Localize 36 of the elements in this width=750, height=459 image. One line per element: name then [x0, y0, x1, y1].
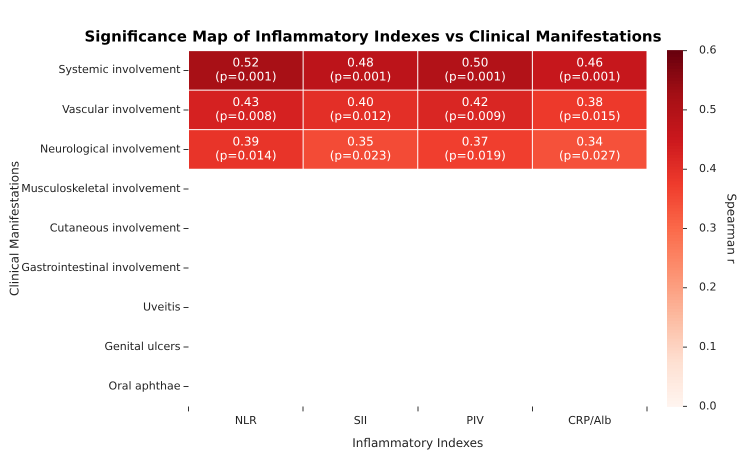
data-label: 0.39 (p=0.014) — [215, 134, 277, 163]
color-bar-label: 0.2 — [699, 280, 716, 294]
x-tick-label: SII — [354, 414, 368, 427]
data-label: 0.48 (p=0.001) — [330, 55, 392, 84]
y-axis-title: Clinical Manifestations — [7, 161, 22, 296]
data-label: 0.42 (p=0.009) — [444, 95, 506, 124]
color-bar-label: 0.0 — [699, 399, 716, 412]
y-tick-label: Cutaneous involvement — [50, 221, 182, 234]
chart-title: Significance Map of Inflammatory Indexes vs Clinical Manifestations — [84, 27, 662, 46]
color-bar-label: 0.6 — [699, 43, 716, 56]
x-tick-label: PIV — [466, 414, 484, 427]
data-label: 0.34 (p=0.027) — [558, 134, 620, 163]
color-bar-label: 0.5 — [699, 102, 716, 116]
y-tick-label: Gastrointestinal involvement — [21, 260, 182, 274]
color-bar-label: 0.3 — [699, 221, 716, 234]
y-tick-label: Vascular involvement — [62, 102, 182, 116]
y-tick-label: Uveitis — [143, 300, 181, 314]
x-axis-title: Inflammatory Indexes — [352, 436, 484, 450]
data-label: 0.46 (p=0.001) — [558, 55, 620, 84]
color-bar-label: 0.4 — [699, 162, 716, 176]
y-tick-label: Neurological involvement — [40, 142, 182, 156]
data-label: 0.37 (p=0.019) — [444, 134, 506, 163]
data-label: 0.52 (p=0.001) — [215, 55, 277, 84]
data-label: 0.38 (p=0.015) — [558, 95, 620, 124]
y-tick-label: Systemic involvement — [58, 63, 182, 76]
data-label: 0.43 (p=0.008) — [215, 95, 277, 124]
y-tick-label: Musculoskeletal involvement — [21, 182, 182, 195]
color-bar-label: 0.1 — [699, 340, 716, 353]
y-tick-label: Genital ulcers — [104, 340, 181, 353]
data-label: 0.40 (p=0.012) — [330, 95, 392, 124]
x-tick-label: NLR — [234, 414, 258, 427]
x-tick-label: CRP/Alb — [568, 414, 612, 427]
color-bar-title: Spearman r — [724, 193, 739, 264]
y-tick-label: Oral aphthae — [108, 379, 181, 392]
data-label: 0.35 (p=0.023) — [330, 134, 392, 163]
data-label: 0.50 (p=0.001) — [444, 55, 506, 84]
